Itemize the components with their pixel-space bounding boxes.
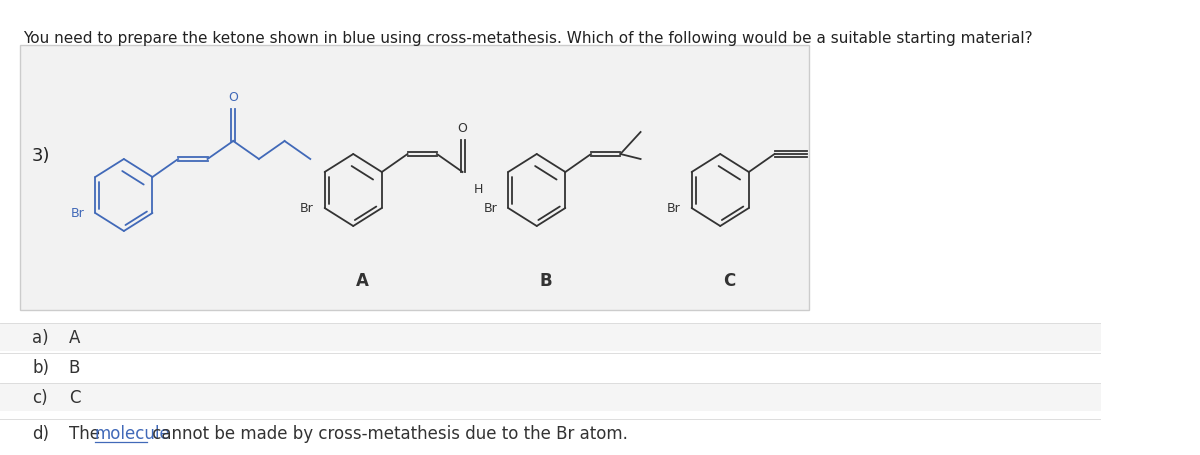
Text: cannot be made by cross-metathesis due to the Br atom.: cannot be made by cross-metathesis due t…: [148, 424, 629, 442]
Text: C: C: [68, 388, 80, 406]
Text: A: A: [356, 271, 368, 289]
Text: O: O: [457, 122, 468, 135]
Text: Br: Br: [71, 207, 84, 220]
FancyBboxPatch shape: [0, 383, 1102, 411]
Text: A: A: [68, 328, 80, 346]
Text: d): d): [32, 424, 49, 442]
Text: 3): 3): [32, 147, 50, 165]
Text: O: O: [228, 91, 238, 104]
Text: Br: Br: [667, 202, 680, 215]
FancyBboxPatch shape: [0, 324, 1102, 351]
Text: b): b): [32, 358, 49, 376]
Text: a): a): [32, 328, 49, 346]
FancyBboxPatch shape: [20, 46, 809, 310]
Text: molecule: molecule: [95, 424, 170, 442]
Text: Br: Br: [484, 202, 497, 215]
Text: B: B: [540, 271, 552, 289]
Text: c): c): [32, 388, 48, 406]
Text: H: H: [474, 182, 482, 196]
Text: B: B: [68, 358, 80, 376]
Text: The: The: [68, 424, 106, 442]
FancyBboxPatch shape: [0, 419, 1102, 447]
Text: C: C: [724, 271, 736, 289]
Text: You need to prepare the ketone shown in blue using cross-metathesis. Which of th: You need to prepare the ketone shown in …: [23, 31, 1032, 46]
FancyBboxPatch shape: [0, 353, 1102, 381]
Text: Br: Br: [300, 202, 313, 215]
